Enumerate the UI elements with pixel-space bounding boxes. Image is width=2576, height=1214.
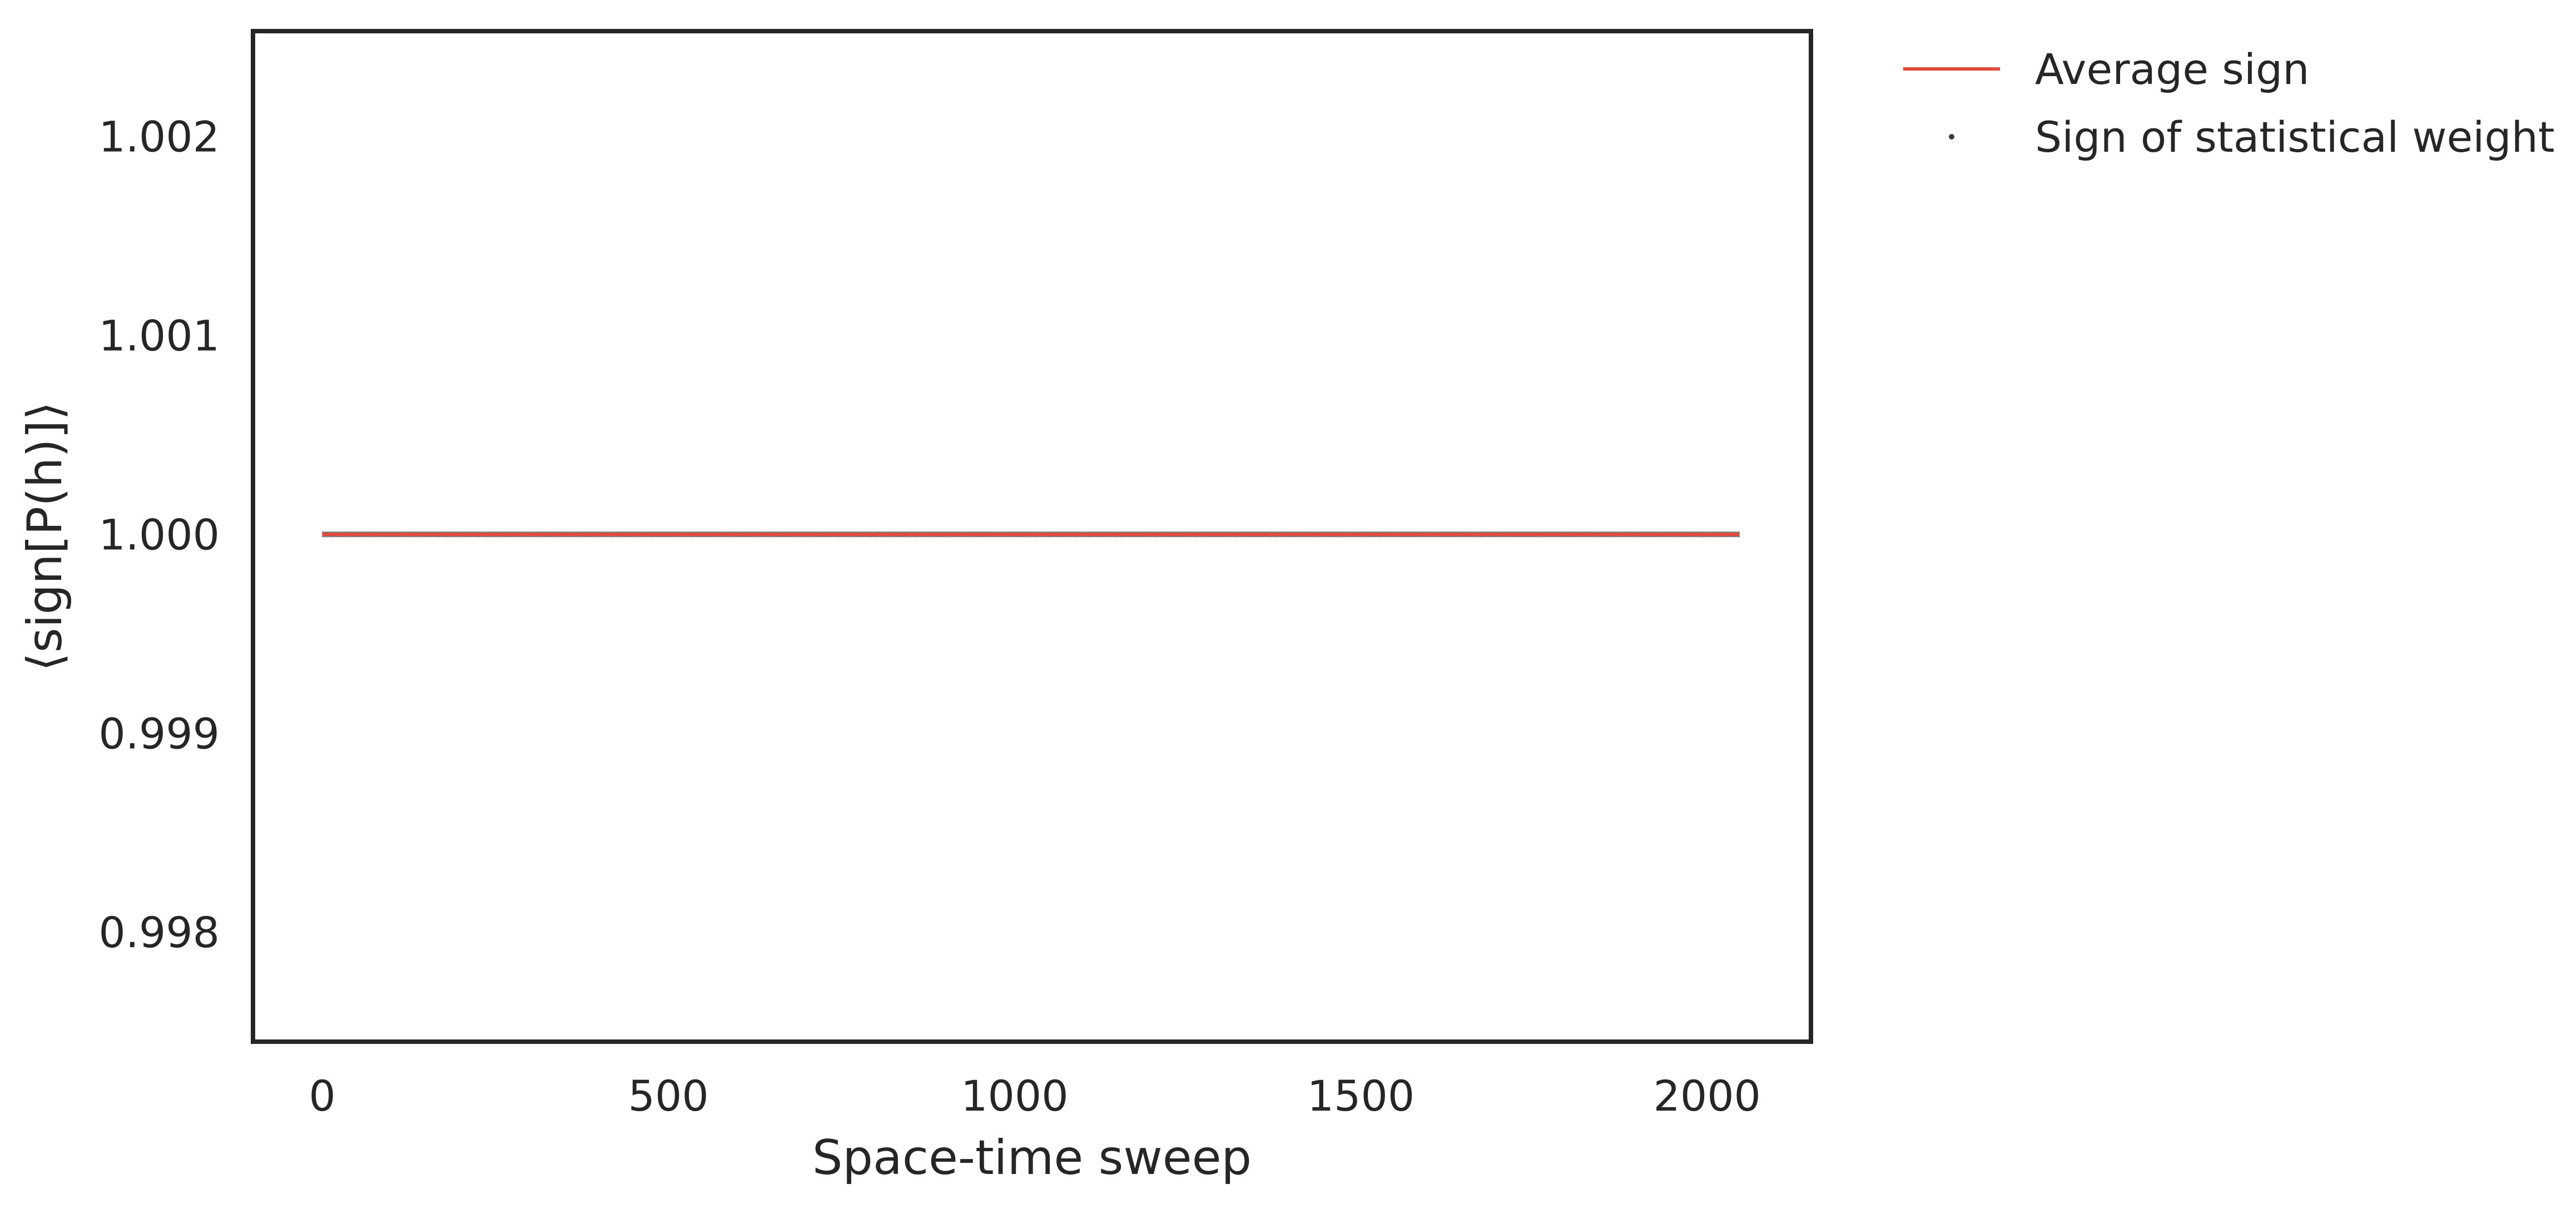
legend-dot-swatch (1949, 134, 1954, 140)
y-tick-label: 0.999 (98, 709, 220, 758)
y-tick-label: 0.998 (98, 908, 220, 957)
x-tick-label: 1500 (1307, 1071, 1414, 1121)
legend: Average sign Sign of statistical weight (1903, 44, 2555, 162)
x-tick-label: 500 (628, 1071, 709, 1121)
x-axis-ticks: 0 500 1000 1500 2000 (309, 1071, 1761, 1121)
legend-entry: Sign of statistical weight (1949, 112, 2555, 162)
x-axis-title: Space-time sweep (812, 1130, 1252, 1186)
legend-entry: Average sign (1903, 44, 2309, 94)
x-tick-label: 1000 (961, 1071, 1068, 1121)
y-tick-label: 1.002 (98, 112, 220, 162)
y-axis-title: ⟨sign[P(h)]⟩ (17, 401, 73, 671)
y-tick-label: 1.001 (98, 311, 220, 361)
x-tick-label: 0 (309, 1071, 335, 1121)
y-axis-ticks: 0.998 0.999 1.000 1.001 1.002 (98, 112, 220, 957)
legend-label: Average sign (2035, 44, 2309, 94)
axes-frame (251, 29, 1813, 1044)
x-tick-label: 2000 (1653, 1071, 1760, 1121)
y-tick-label: 1.000 (98, 510, 220, 559)
legend-label: Sign of statistical weight (2035, 112, 2555, 162)
